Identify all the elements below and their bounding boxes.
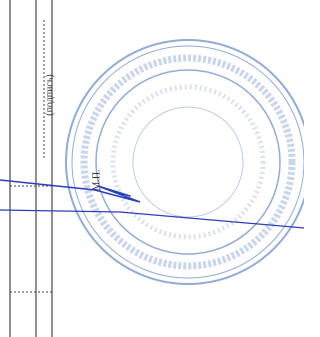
stamp-ring <box>72 46 304 278</box>
stamp-center-ring <box>133 107 243 217</box>
stamp-inner-text <box>113 87 263 237</box>
stamp <box>66 40 304 284</box>
table-borders <box>10 0 52 337</box>
document-fragment: (подпись) М.П. <box>0 0 304 337</box>
stamp-outer-ring <box>66 40 304 284</box>
dotted-lines <box>10 20 52 292</box>
signature-label: (подпись) <box>44 74 55 116</box>
stamp-inner-ring <box>96 70 280 254</box>
